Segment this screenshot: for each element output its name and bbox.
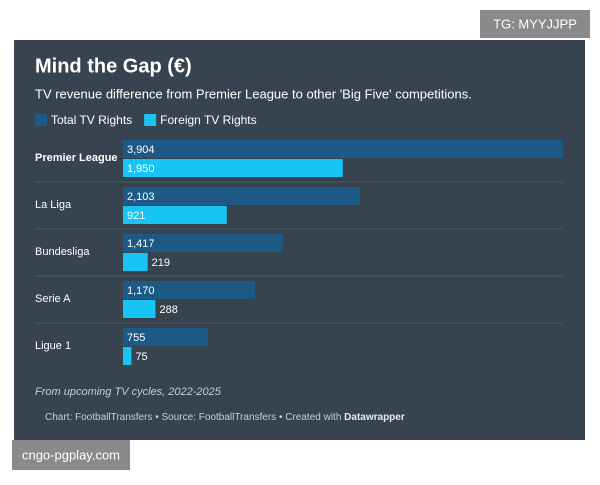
value-label: 219 xyxy=(152,257,170,269)
watermark: cngo-pgplay.com xyxy=(22,447,120,462)
chart-panel xyxy=(14,40,585,440)
bar xyxy=(123,187,361,205)
plot: Total TV Rights Foreign TV Rights Premier … xyxy=(35,113,563,365)
value-label: 755 xyxy=(127,332,145,344)
category-label: Premier League xyxy=(35,152,118,164)
source-text: Chart: FootballTransfers • Source: Footb… xyxy=(45,412,341,423)
value-label: 3,904 xyxy=(127,144,155,156)
source: Chart: FootballTransfers • Source: Footb… xyxy=(45,412,405,423)
watermark-box xyxy=(12,440,130,470)
credit: Datawrapper xyxy=(344,412,405,423)
legend-label: Foreign TV Rights xyxy=(160,113,257,127)
category-label: La Liga xyxy=(35,199,72,211)
chart-title: Mind the Gap (€) xyxy=(35,55,192,77)
value-label: 288 xyxy=(159,304,177,316)
bar xyxy=(123,281,255,299)
value-label: 1,950 xyxy=(127,163,155,175)
bar xyxy=(123,347,132,365)
value-label: 921 xyxy=(127,210,145,222)
category-label: Ligue 1 xyxy=(35,340,71,352)
value-label: 2,103 xyxy=(127,191,155,203)
category-label: Bundesliga xyxy=(35,246,90,258)
category-label: Serie A xyxy=(35,293,71,305)
bar xyxy=(123,253,148,271)
legend-swatch xyxy=(144,114,157,126)
value-label: 1,417 xyxy=(127,238,155,250)
legend-swatch xyxy=(35,114,47,126)
note: From upcoming TV cycles, 2022-2025 xyxy=(35,386,222,398)
bar xyxy=(123,328,209,346)
bar xyxy=(123,159,343,177)
value-label: 75 xyxy=(135,351,147,363)
bar xyxy=(123,140,563,158)
bar xyxy=(123,300,156,318)
watermark-box xyxy=(480,10,590,38)
value-label: 1,170 xyxy=(127,285,155,297)
watermark: TG: MYYJJPP xyxy=(493,16,577,31)
bar xyxy=(123,206,227,224)
legend-label: Total TV Rights xyxy=(51,113,132,127)
bar xyxy=(123,234,283,252)
chart-subtitle: TV revenue difference from Premier Leagu… xyxy=(35,86,472,101)
